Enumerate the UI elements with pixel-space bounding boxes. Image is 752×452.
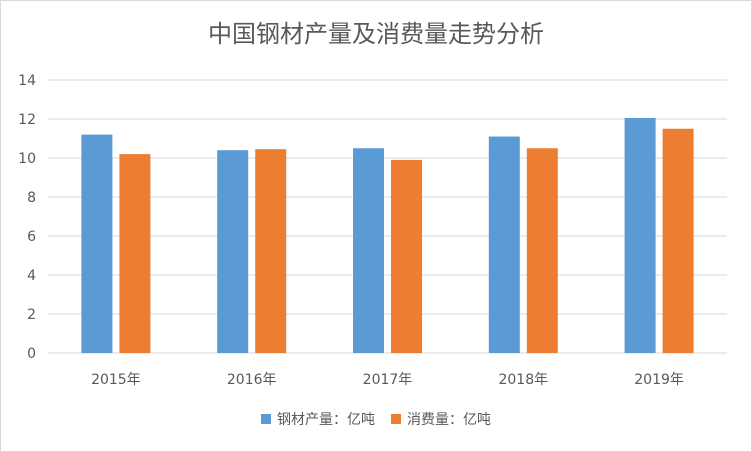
bar-consumption <box>662 128 694 353</box>
legend-swatch-consumption <box>391 414 401 424</box>
bar-consumption <box>119 154 151 353</box>
bar-production <box>353 148 384 353</box>
bar-production <box>624 118 656 354</box>
x-tick-label: 2015年 <box>91 372 141 388</box>
bar-consumption <box>255 149 287 353</box>
x-tick-label: 2017年 <box>363 372 413 388</box>
bar-consumption <box>391 159 422 353</box>
y-tick-label: 14 <box>18 73 36 89</box>
legend-item-consumption: 消费量：亿吨 <box>391 409 491 429</box>
y-tick-label: 12 <box>18 112 36 128</box>
y-tick-label: 2 <box>27 307 36 323</box>
bar-production <box>217 150 249 353</box>
y-tick-label: 0 <box>27 346 36 362</box>
legend: 钢材产量：亿吨 消费量：亿吨 <box>0 409 752 429</box>
y-tick-label: 8 <box>27 190 36 206</box>
bar-production <box>488 136 520 353</box>
x-tick-label: 2016年 <box>227 372 277 388</box>
legend-item-production: 钢材产量：亿吨 <box>261 409 375 429</box>
x-tick-label: 2018年 <box>498 372 548 388</box>
y-tick-label: 4 <box>27 268 36 284</box>
y-tick-label: 10 <box>18 151 36 167</box>
chart-title: 中国钢材产量及消费量走势分析 <box>208 20 544 48</box>
legend-label-consumption: 消费量：亿吨 <box>407 412 491 428</box>
y-tick-label: 6 <box>27 229 36 245</box>
legend-swatch-production <box>261 414 271 424</box>
bar-consumption <box>526 148 558 353</box>
bar-production <box>81 134 113 353</box>
legend-label-production: 钢材产量：亿吨 <box>277 412 375 428</box>
x-tick-label: 2019年 <box>634 372 684 388</box>
